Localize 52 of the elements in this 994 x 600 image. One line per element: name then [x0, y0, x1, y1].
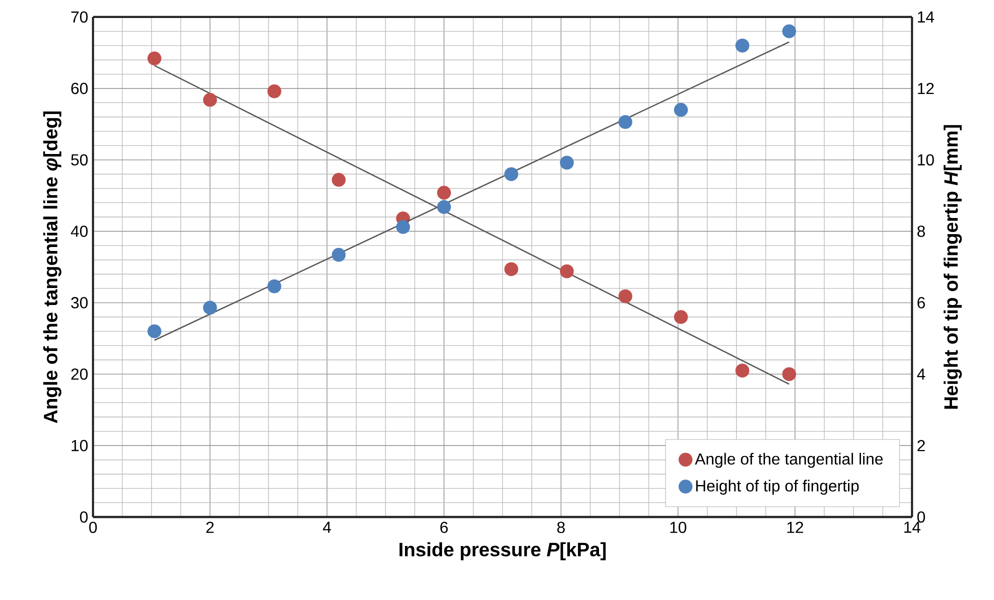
point — [332, 172, 346, 187]
x-tick-label: 4 — [322, 522, 331, 533]
point — [267, 84, 282, 98]
point — [203, 300, 217, 315]
point — [735, 38, 750, 53]
x-tick-label: 14 — [904, 522, 920, 533]
y-axis-title: Angle of the tangential line φ[deg] — [43, 111, 62, 424]
x-tick-label: 0 — [89, 522, 97, 534]
point — [437, 186, 451, 200]
y2-tick-label: 0 — [917, 511, 926, 523]
point — [504, 167, 518, 182]
point — [332, 248, 346, 262]
point — [147, 324, 162, 338]
point — [618, 289, 632, 304]
x-tick-label: 6 — [440, 522, 448, 534]
y-tick-label: 60 — [71, 82, 88, 94]
y2-tick-label: 8 — [917, 226, 925, 237]
y2-tick-label: 12 — [918, 82, 934, 94]
y2-axis-title: Height of tip of fingertip H[mm] — [944, 125, 962, 409]
y2-tick-label: 6 — [918, 297, 925, 308]
y-tick-label: 40 — [70, 226, 88, 237]
point — [560, 264, 574, 278]
point — [782, 367, 796, 382]
point — [203, 92, 217, 107]
point — [504, 262, 518, 276]
point — [560, 156, 574, 170]
point — [267, 279, 282, 294]
y-tick-label: 0 — [80, 511, 88, 523]
y-tick-label: 20 — [71, 368, 88, 380]
legend-label: Height of tip of fingertip — [696, 480, 859, 495]
point — [437, 200, 451, 214]
point — [674, 102, 688, 117]
y-tick-label: 70 — [71, 11, 88, 23]
y-tick-label: 30 — [71, 297, 88, 308]
y-tick-label: 10 — [72, 440, 88, 452]
point — [735, 364, 750, 378]
y2-tick-label: 4 — [917, 368, 926, 380]
point — [674, 310, 688, 324]
x-tick-label: 2 — [206, 522, 214, 533]
x-tick-label: 10 — [670, 522, 686, 534]
point — [396, 220, 410, 234]
point — [147, 51, 162, 66]
legend-label: Angle of the tangential line — [694, 452, 883, 468]
x-tick-label: 8 — [557, 522, 565, 534]
y2-tick-label: 14 — [918, 12, 934, 22]
point — [782, 24, 796, 38]
y2-tick-label: 2 — [918, 440, 925, 452]
x-tick-label: 12 — [787, 522, 804, 533]
x-axis-title: Inside pressure P[kPa] — [400, 542, 606, 560]
y-tick-label: 50 — [71, 154, 88, 166]
y2-tick-label: 10 — [918, 154, 934, 166]
point — [618, 115, 632, 129]
